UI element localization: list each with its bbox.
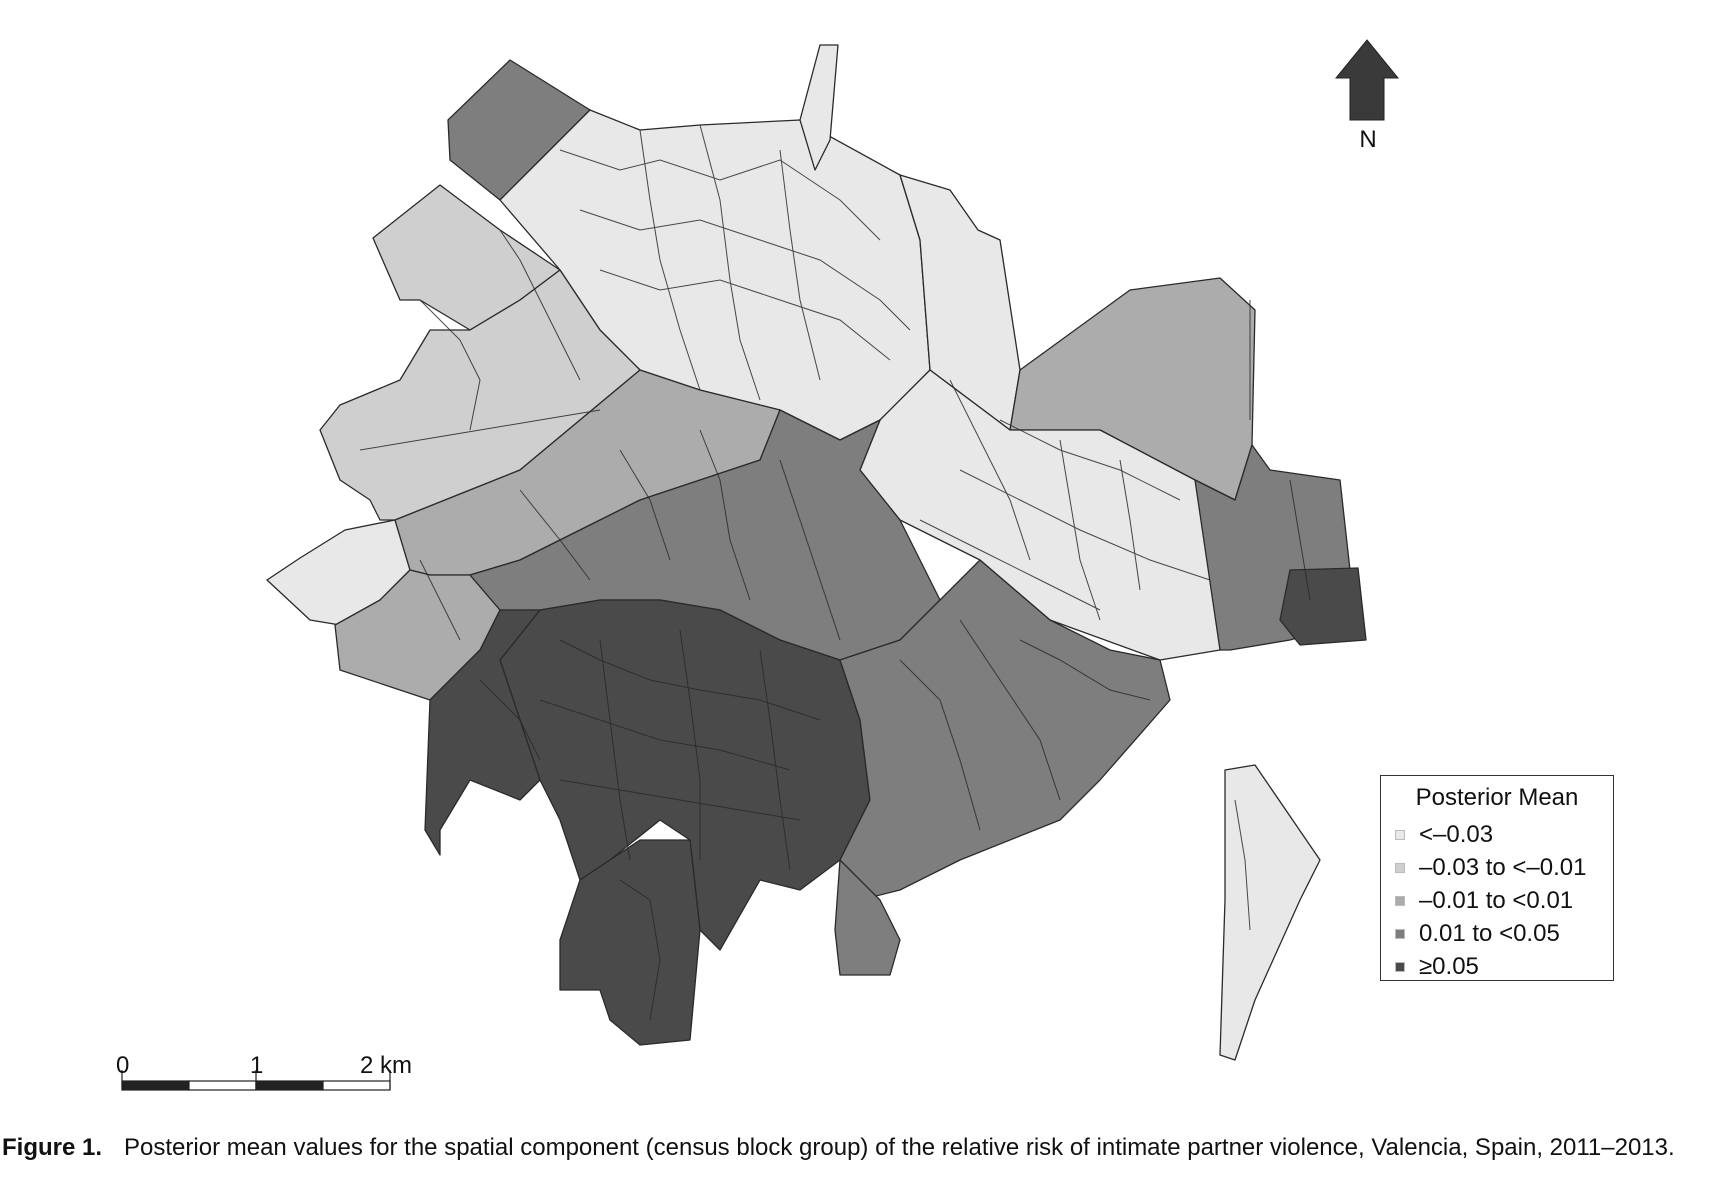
north-arrow-icon: [1334, 39, 1400, 121]
map-legend: Posterior Mean <–0.03 –0.03 to <–0.01 –0…: [1380, 775, 1614, 981]
scale-tick-0: 0: [116, 1052, 130, 1079]
map-zone-south-coast: [1219, 764, 1321, 1061]
map-zone-south-strip: [559, 839, 701, 1046]
legend-swatch: [1395, 928, 1405, 939]
map-zone-southeast: [839, 559, 1171, 901]
north-label: N: [1359, 126, 1377, 153]
legend-swatch: [1395, 862, 1405, 873]
legend-label: <–0.03: [1419, 820, 1494, 848]
scale-tick-2: 2 km: [360, 1052, 413, 1079]
map-zone-south-core: [499, 599, 871, 951]
scale-labels: 0 1 2 km: [116, 1052, 416, 1102]
legend-label: ≥0.05: [1419, 952, 1479, 980]
legend-title: Posterior Mean: [1415, 784, 1579, 811]
legend-swatch: [1395, 961, 1405, 972]
legend-item: 0.01 to <0.05: [1393, 917, 1601, 950]
figure-label: Figure 1.: [2, 1134, 103, 1161]
map-zone-north-spire: [799, 44, 839, 171]
legend-label: –0.01 to <0.01: [1419, 886, 1574, 914]
caption-text: Posterior mean values for the spatial co…: [124, 1134, 1675, 1161]
legend-item: ≥0.05: [1393, 950, 1601, 983]
map-zone-southwest-core: [424, 609, 541, 856]
north-indicator: N: [1336, 40, 1400, 153]
figure-caption: Figure 1. Posterior mean values for the s…: [2, 1133, 1730, 1163]
legend-item: –0.01 to <0.01: [1393, 884, 1601, 917]
scale-tick-1: 1: [250, 1052, 264, 1079]
legend-swatch: [1395, 829, 1405, 840]
legend-label: 0.01 to <0.05: [1419, 919, 1560, 947]
legend-label: –0.03 to <–0.01: [1419, 853, 1587, 881]
scale-bar: [121, 1070, 391, 1091]
map-zone-se-appendix: [834, 859, 901, 976]
map-zone-coast-dark: [1279, 567, 1367, 646]
legend-swatch: [1395, 895, 1405, 906]
legend-item: –0.03 to <–0.01: [1393, 851, 1601, 884]
legend-item: <–0.03: [1393, 818, 1601, 851]
